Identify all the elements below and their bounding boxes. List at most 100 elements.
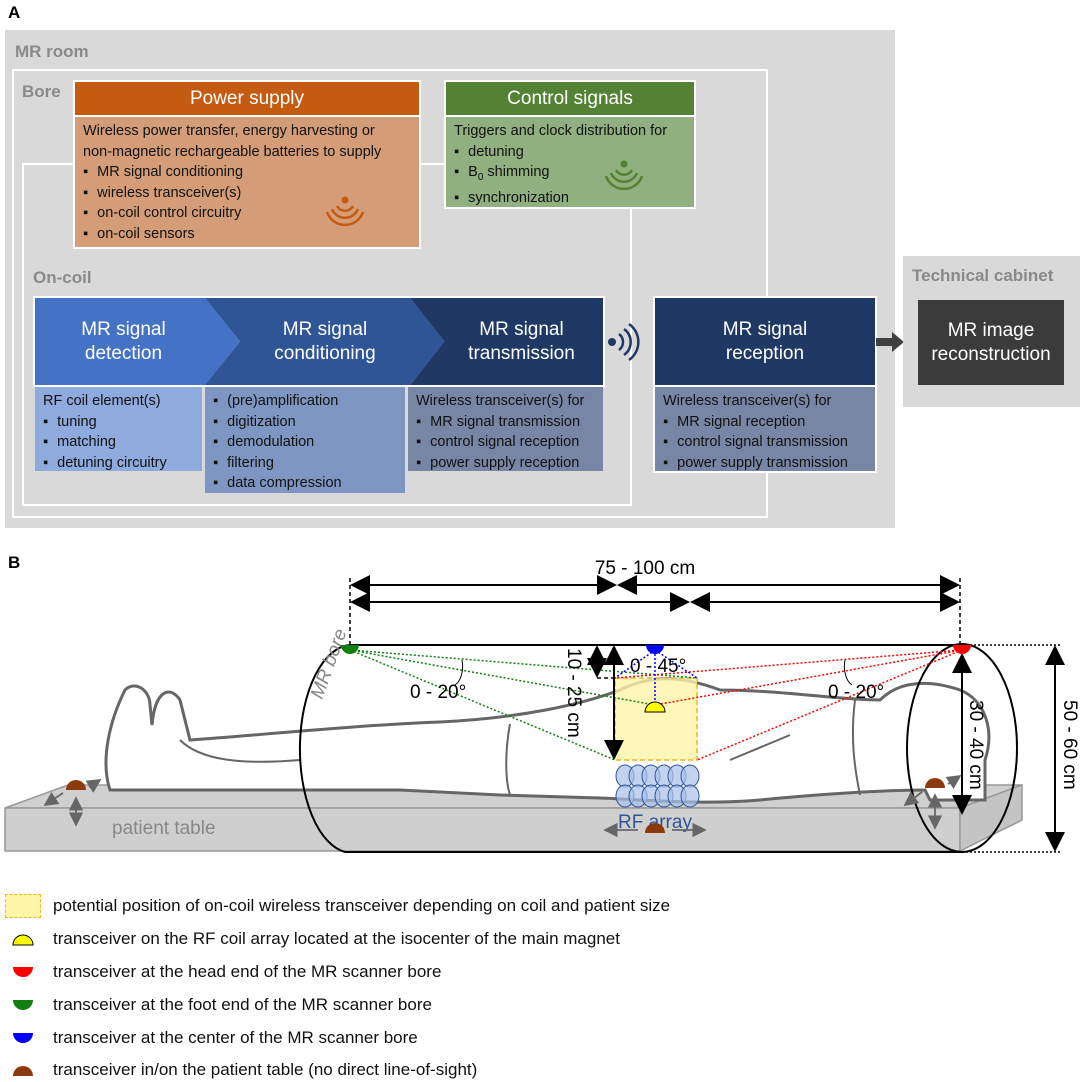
- red-transceiver-icon: [5, 959, 41, 985]
- reception-title-1: MR signal: [722, 318, 808, 340]
- conditioning-item: demodulation: [213, 432, 397, 453]
- conditioning-item: digitization: [213, 412, 397, 433]
- legend-item-center-transceiver: transceiver at the center of the MR scan…: [5, 1024, 418, 1052]
- reception-title-2: reception: [725, 342, 805, 364]
- reception-item: MR signal reception: [663, 412, 867, 433]
- angle-right-label: 0 - 20°: [828, 682, 884, 703]
- legend-text: transceiver at the foot end of the MR sc…: [53, 995, 432, 1014]
- transmission-item: power supply reception: [416, 453, 595, 474]
- head-transceiver: [953, 645, 971, 654]
- center-transceiver: [646, 645, 664, 654]
- legend-text: transceiver on the RF coil array located…: [53, 929, 620, 948]
- power-supply-intro-2: non-magnetic rechargeable batteries to s…: [83, 143, 382, 160]
- conditioning-item: (pre)amplification: [213, 391, 397, 412]
- legend-item-head-transceiver: transceiver at the head end of the MR sc…: [5, 958, 441, 986]
- reception-title: MR signal reception: [655, 298, 875, 385]
- patient-detail: [179, 699, 861, 796]
- power-supply-body: Wireless power transfer, energy harvesti…: [75, 117, 419, 247]
- brown-transceiver-icon: [5, 1057, 41, 1082]
- detection-item: matching: [43, 432, 194, 453]
- legend-text: transceiver at the center of the MR scan…: [53, 1028, 418, 1047]
- detection-title-1: MR signal: [81, 318, 166, 340]
- control-signals-intro: Triggers and clock distribution for: [454, 123, 668, 139]
- legend-item-coil-transceiver: transceiver on the RF coil array located…: [5, 925, 620, 953]
- foot-transceiver: [341, 645, 359, 654]
- detection-title: MR signal detection: [35, 298, 240, 385]
- bore-label: MR bore: [307, 626, 352, 702]
- control-signals-item: detuning: [454, 142, 686, 163]
- table-movement-arrows: [43, 775, 962, 838]
- bore-outline: [12, 69, 768, 518]
- yellow-transceiver-icon: [5, 926, 41, 952]
- legend-item-table-transceiver: transceiver in/on the patient table (no …: [5, 1056, 477, 1082]
- arrow-right-icon: [876, 332, 904, 352]
- coil-distance-label: 10 - 25 cm: [563, 648, 584, 738]
- transmission-body: Wireless transceiver(s) for MR signal tr…: [408, 387, 603, 471]
- detection-body: RF coil element(s) tuningmatchingdetunin…: [35, 387, 202, 471]
- rf-array-label: RF array: [618, 812, 692, 833]
- conditioning-title-2: conditioning: [274, 342, 376, 364]
- control-signals-item: synchronization: [454, 188, 686, 209]
- control-signals-title: Control signals: [446, 82, 694, 115]
- control-signals-item: B0 shimming: [454, 162, 686, 188]
- reconstruction-box: MR image reconstruction: [918, 300, 1064, 385]
- conditioning-item: filtering: [213, 453, 397, 474]
- bore-label: Bore: [22, 82, 61, 101]
- reception-item: control signal transmission: [663, 432, 867, 453]
- angle-arc-right: [843, 659, 853, 686]
- blue-transceiver-icon: [5, 1025, 41, 1051]
- bore-length-label: 75 - 100 cm: [595, 558, 695, 579]
- reception-item: power supply transmission: [663, 453, 867, 474]
- power-supply-intro-1: Wireless power transfer, energy harvesti…: [83, 123, 375, 139]
- legend-item-foot-transceiver: transceiver at the foot end of the MR sc…: [5, 991, 432, 1019]
- bore-diagram: patient table MR bore 75 - 100 cm: [4, 558, 1080, 853]
- bore-diameter-label: 50 - 60 cm: [1059, 700, 1080, 790]
- panel-b-label: B: [8, 553, 21, 572]
- power-supply-title: Power supply: [75, 82, 419, 115]
- detection-title-2: detection: [84, 342, 163, 364]
- transmission-intro: Wireless transceiver(s) for: [416, 393, 585, 409]
- wireless-transmit-icon: [608, 322, 640, 362]
- conditioning-title: MR signal conditioning: [205, 298, 445, 385]
- b0-subscript: 0: [477, 171, 484, 183]
- control-signals-body: Triggers and clock distribution for detu…: [446, 117, 694, 207]
- on-coil-label: On-coil: [33, 268, 92, 287]
- detection-item: detuning circuitry: [43, 453, 194, 474]
- b0-symbol: B: [468, 164, 478, 180]
- conditioning-item: data compression: [213, 473, 397, 494]
- technical-cabinet-label: Technical cabinet: [912, 266, 1054, 285]
- reconstruction-title-2: reconstruction: [931, 343, 1051, 365]
- detection-intro: RF coil element(s): [43, 393, 161, 409]
- angle-left-label: 0 - 20°: [410, 682, 466, 703]
- wireless-signal-icon: [325, 196, 365, 227]
- table-transceivers: [66, 778, 945, 833]
- angle-arc-left: [454, 659, 464, 686]
- green-transceiver-icon: [5, 992, 41, 1018]
- rf-array-coils: [615, 764, 700, 808]
- transmission-title-2: transmission: [468, 342, 575, 364]
- power-supply-item: MR signal conditioning: [83, 162, 411, 183]
- potential-position-area: [614, 677, 698, 761]
- power-supply-item: on-coil sensors: [83, 224, 411, 245]
- transmission-title-1: MR signal: [479, 318, 564, 340]
- legend-text: transceiver at the head end of the MR sc…: [53, 962, 442, 981]
- table-distance-label: 30 - 40 cm: [965, 700, 986, 790]
- power-supply-item: wireless transceiver(s): [83, 183, 411, 204]
- transmission-item: control signal reception: [416, 432, 595, 453]
- table-label: patient table: [112, 818, 216, 839]
- reconstruction-title-1: MR image: [947, 319, 1035, 341]
- coil-transceiver: [644, 701, 666, 713]
- transmission-item: MR signal transmission: [416, 412, 595, 433]
- bore-length-arrows: [350, 575, 960, 612]
- legend-text: potential position of on-coil wireless t…: [53, 896, 671, 915]
- dashed-box-icon: [5, 893, 41, 919]
- shimming-text: shimming: [483, 164, 550, 180]
- detection-item: tuning: [43, 412, 194, 433]
- panel-a-label: A: [8, 3, 21, 22]
- mr-room-label: MR room: [15, 42, 89, 61]
- wireless-signal-icon: [604, 160, 644, 191]
- reception-intro: Wireless transceiver(s) for: [663, 393, 832, 409]
- legend-text: transceiver in/on the patient table (no …: [53, 1060, 478, 1079]
- reception-body: Wireless transceiver(s) for MR signal re…: [655, 387, 875, 471]
